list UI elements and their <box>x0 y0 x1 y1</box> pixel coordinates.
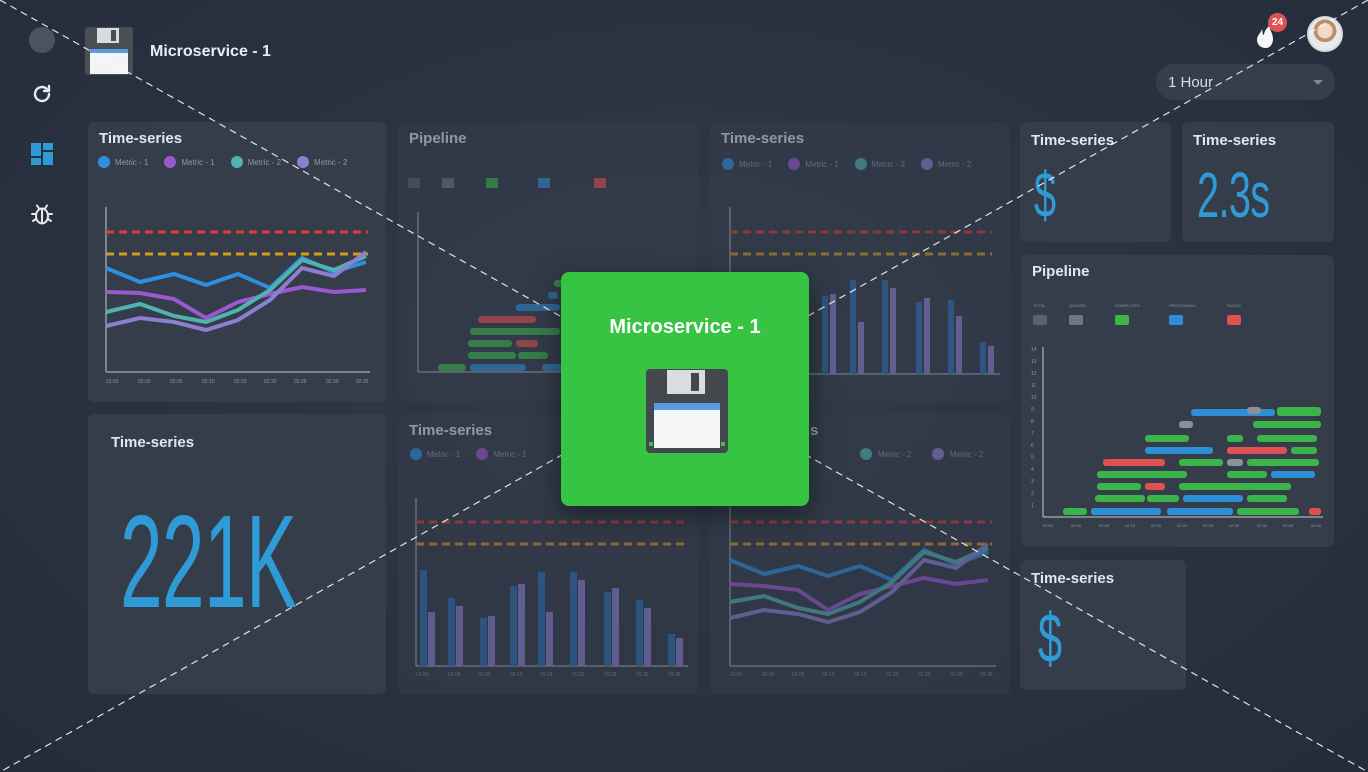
svg-text:10: 10 <box>1031 395 1037 401</box>
bug-icon <box>31 204 53 225</box>
pipeline-chart: TOTAL QUEUED COMPLETED PROCESSING FAILED 141… <box>1031 303 1323 528</box>
svg-text:02:35: 02:35 <box>980 672 993 678</box>
timeseries-line-card: Time-series Metric - 1 Metric - 1 Metric… <box>88 122 386 402</box>
svg-text:COMPLETED: COMPLETED <box>1115 303 1140 308</box>
svg-text:02:15: 02:15 <box>540 672 553 678</box>
floppy-disk-icon <box>84 26 134 76</box>
svg-text:02:10: 02:10 <box>202 379 215 385</box>
svg-text:02:25: 02:25 <box>604 672 617 678</box>
svg-text:02:00: 02:00 <box>138 379 151 385</box>
stat-card-cost: Time-series $ 890 <box>1020 122 1171 242</box>
svg-text:FAILED: FAILED <box>1227 303 1241 308</box>
svg-text:12: 12 <box>1031 371 1037 377</box>
sidebar <box>0 0 84 772</box>
svg-text:01:50: 01:50 <box>416 672 429 678</box>
modal-title: Microservice - 1 <box>609 316 761 338</box>
svg-text:PROCESSING: PROCESSING <box>1169 303 1196 308</box>
svg-text:02:30: 02:30 <box>950 672 963 678</box>
time-range-value: 1 Hour <box>1168 73 1214 91</box>
svg-text:3: 3 <box>1031 479 1034 485</box>
svg-text:02:20: 02:20 <box>886 672 899 678</box>
svg-text:13: 13 <box>1031 359 1037 365</box>
svg-text:02:20: 02:20 <box>572 672 585 678</box>
svg-text:02:10: 02:10 <box>822 672 835 678</box>
microservice-drag-card[interactable]: Microservice - 1 <box>561 272 809 506</box>
svg-text:02:15: 02:15 <box>854 672 867 678</box>
svg-text:02:15: 02:15 <box>1151 523 1162 528</box>
stat-card-requests: Time-series 221K <box>88 414 386 694</box>
svg-text:02:05: 02:05 <box>478 672 491 678</box>
notification-badge: 24 <box>1268 13 1287 32</box>
svg-text:02:30: 02:30 <box>636 672 649 678</box>
svg-text:02:10: 02:10 <box>510 672 523 678</box>
svg-text:02:25: 02:25 <box>918 672 931 678</box>
svg-text:02:00: 02:00 <box>762 672 775 678</box>
avatar[interactable] <box>1307 16 1343 52</box>
svg-text:01:50: 01:50 <box>1043 523 1054 528</box>
floppy-disk-icon <box>645 368 729 454</box>
svg-text:02:10: 02:10 <box>1125 523 1136 528</box>
stat-card-latency: Time-series 2.3s <box>1182 122 1334 242</box>
dashboard-icon <box>31 143 53 165</box>
svg-text:6: 6 <box>1031 443 1034 449</box>
svg-text:02:30: 02:30 <box>1229 523 1240 528</box>
svg-text:Metric - 2: Metric - 2 <box>878 450 912 459</box>
refresh-icon <box>33 84 51 103</box>
svg-text:02:25: 02:25 <box>1203 523 1214 528</box>
stat-value: $ 890 <box>1038 599 1109 690</box>
card-title: Time-series <box>1031 570 1115 587</box>
card-title: Time-series <box>111 434 195 451</box>
svg-text:01:50: 01:50 <box>730 672 743 678</box>
svg-text:9: 9 <box>1031 407 1034 413</box>
svg-text:02:05: 02:05 <box>792 672 805 678</box>
card-title: Time-series <box>1031 132 1115 149</box>
svg-text:02:35: 02:35 <box>1257 523 1268 528</box>
svg-text:8: 8 <box>1031 419 1034 425</box>
stat-card-cost-2: Time-series $ 890 <box>1020 560 1186 690</box>
page-title: Microservice - 1 <box>150 43 271 60</box>
sidebar-item-debug[interactable] <box>27 199 57 229</box>
svg-text:Metric - 2: Metric - 2 <box>950 450 984 459</box>
stat-value: 221K <box>120 488 297 635</box>
sidebar-item-dashboard[interactable] <box>27 139 57 169</box>
svg-text:TOTAL: TOTAL <box>1033 303 1046 308</box>
svg-text:5: 5 <box>1031 455 1034 461</box>
svg-text:02:05: 02:05 <box>1099 523 1110 528</box>
time-range-select[interactable]: 1 Hour <box>1156 64 1335 100</box>
svg-text:14: 14 <box>1031 347 1037 353</box>
svg-text:02:30: 02:30 <box>326 379 339 385</box>
svg-text:02:20: 02:20 <box>264 379 277 385</box>
line-chart: 01:50 02:00 02:05 02:10 02:15 02:20 02:25 02:30… <box>105 207 370 385</box>
svg-text:02:15: 02:15 <box>234 379 247 385</box>
svg-text:02:40: 02:40 <box>1283 523 1294 528</box>
svg-text:01:50: 01:50 <box>106 379 119 385</box>
svg-text:02:45: 02:45 <box>1311 523 1322 528</box>
svg-text:1: 1 <box>1031 503 1034 509</box>
pipeline-card-right: Pipeline TOTAL QUEUED COMPLETED PROCESSING F… <box>1021 255 1334 547</box>
svg-text:02:20: 02:20 <box>1177 523 1188 528</box>
sidebar-item-home[interactable] <box>27 25 57 55</box>
svg-text:4: 4 <box>1031 467 1034 473</box>
stat-value: $ 890 <box>1034 159 1099 242</box>
circle-icon <box>29 27 55 53</box>
svg-text:QUEUED: QUEUED <box>1069 303 1086 308</box>
svg-text:02:25: 02:25 <box>294 379 307 385</box>
svg-text:02:05: 02:05 <box>170 379 183 385</box>
card-title: Time-series <box>1193 132 1277 149</box>
svg-text:02:00: 02:00 <box>1071 523 1082 528</box>
chevron-down-icon <box>1313 80 1323 85</box>
svg-text:02:35: 02:35 <box>668 672 681 678</box>
sidebar-item-refresh[interactable] <box>27 79 57 109</box>
stat-value: 2.3s <box>1197 159 1270 231</box>
svg-text:2: 2 <box>1031 491 1034 497</box>
svg-text:02:00: 02:00 <box>448 672 461 678</box>
svg-text:7: 7 <box>1031 431 1034 437</box>
svg-text:02:35: 02:35 <box>356 379 369 385</box>
svg-text:11: 11 <box>1031 383 1036 389</box>
